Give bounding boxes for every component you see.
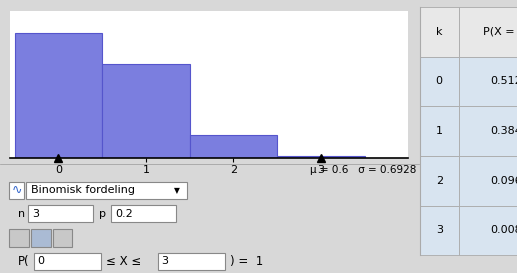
Text: 3: 3 <box>161 256 169 266</box>
Text: ▼: ▼ <box>174 186 180 195</box>
Text: 0.096: 0.096 <box>490 176 517 186</box>
Text: 0: 0 <box>37 256 44 266</box>
Text: μ = 0.6   σ = 0.6928: μ = 0.6 σ = 0.6928 <box>310 165 417 175</box>
Text: 0.512: 0.512 <box>490 76 517 86</box>
Text: k: k <box>436 27 443 37</box>
Text: 0.008: 0.008 <box>490 225 517 235</box>
Text: 0.384: 0.384 <box>490 126 517 136</box>
Text: ≤ X ≤: ≤ X ≤ <box>106 255 141 268</box>
Text: Binomisk fordeling: Binomisk fordeling <box>31 185 134 195</box>
Text: ∿: ∿ <box>11 184 22 197</box>
Text: P(X = k): P(X = k) <box>483 27 517 37</box>
Text: 2: 2 <box>436 176 443 186</box>
Text: 3: 3 <box>436 225 443 235</box>
Bar <box>14 32 102 158</box>
Text: P(: P( <box>18 255 29 268</box>
Text: 0: 0 <box>436 76 443 86</box>
Text: ) =  1: ) = 1 <box>230 255 263 268</box>
Text: 0.2: 0.2 <box>115 209 132 219</box>
Text: 1: 1 <box>436 126 443 136</box>
Text: n: n <box>18 209 25 219</box>
Bar <box>277 156 364 158</box>
Text: 3: 3 <box>32 209 39 219</box>
Bar <box>190 135 277 158</box>
Bar <box>102 64 190 158</box>
Text: p: p <box>99 209 106 219</box>
